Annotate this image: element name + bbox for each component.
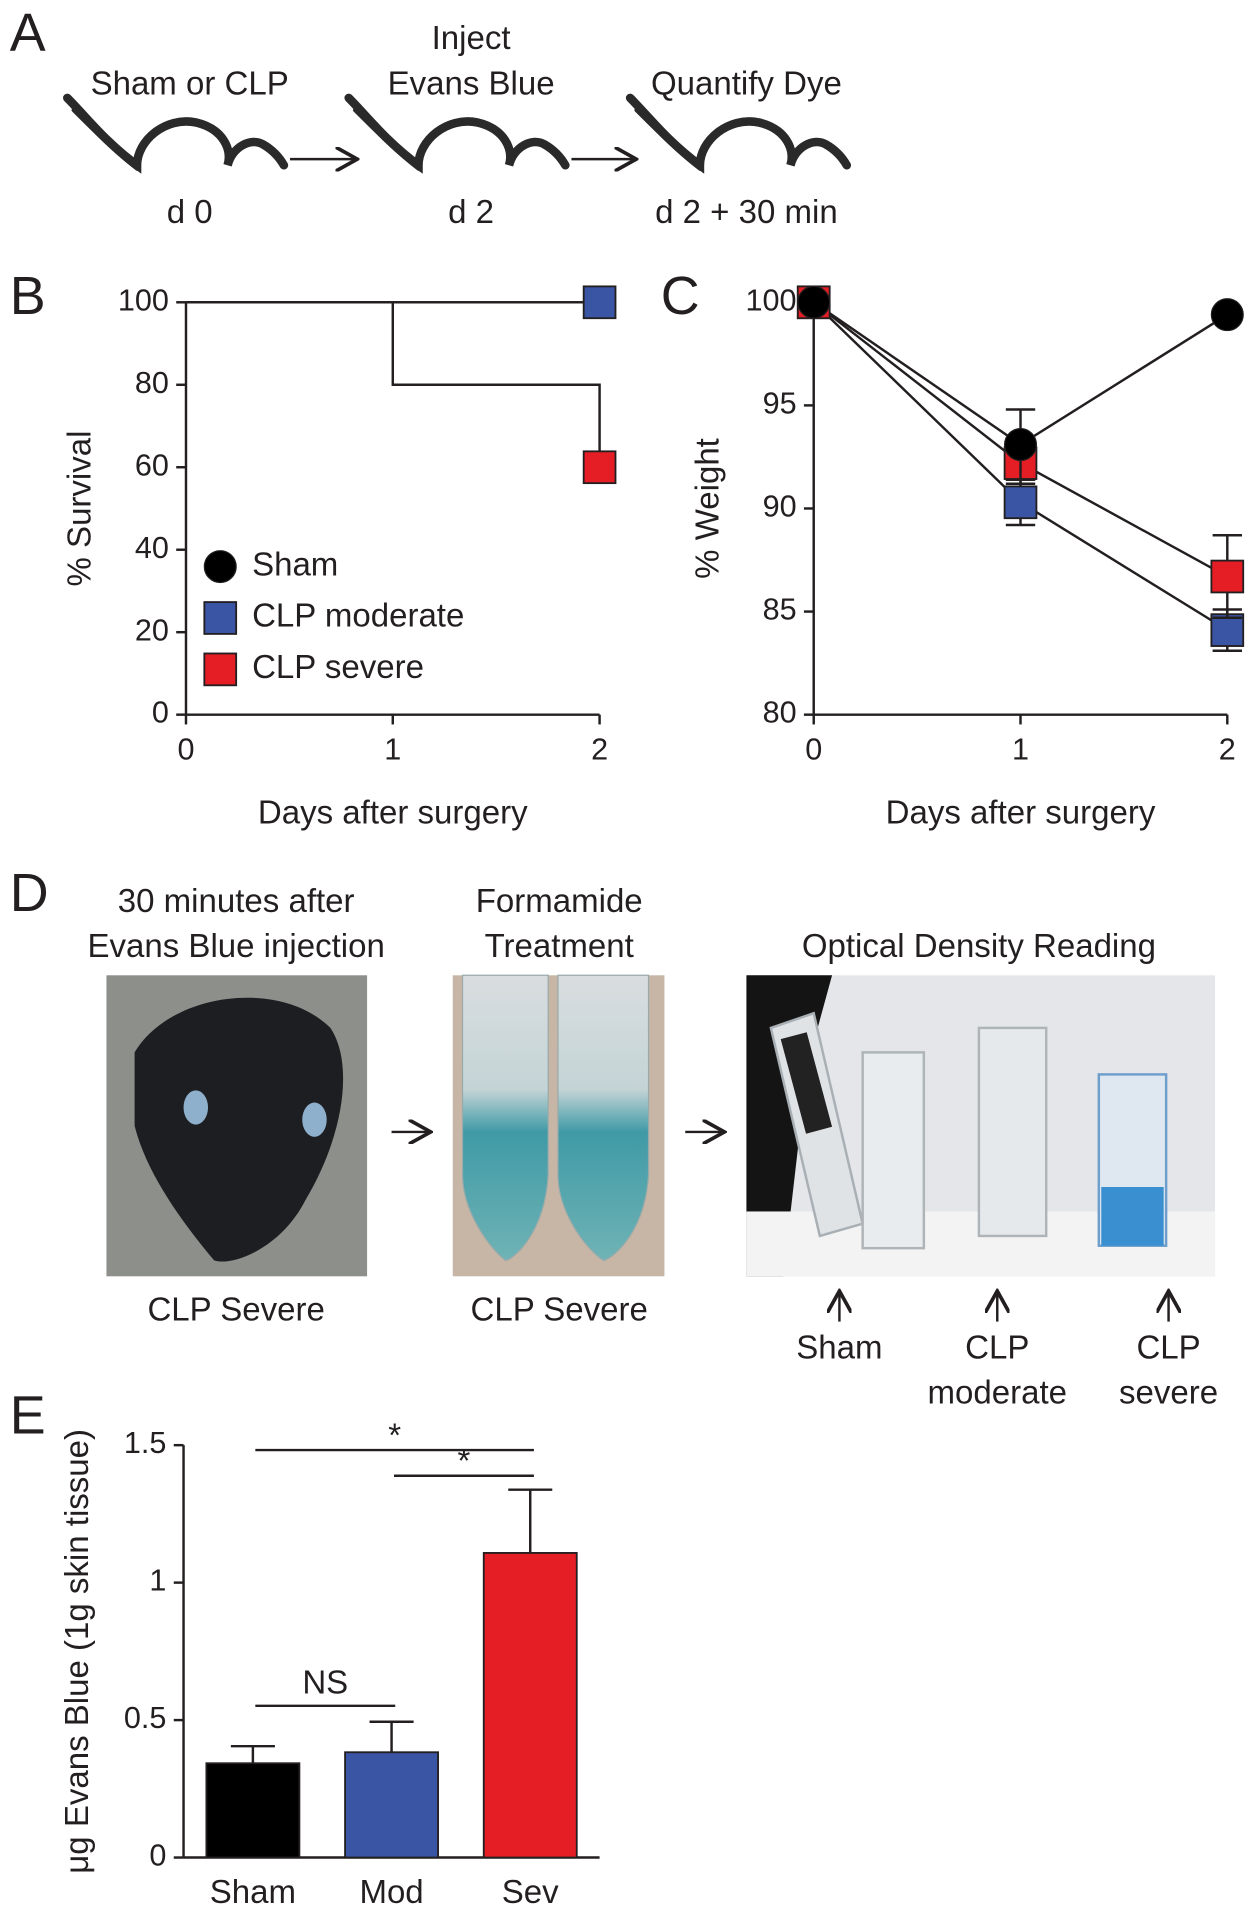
photo-label: CLP Severe bbox=[470, 1291, 647, 1328]
y-tick-label: 1 bbox=[149, 1564, 166, 1598]
y-tick-label: 100 bbox=[118, 283, 169, 317]
y-tick-label: 0.5 bbox=[124, 1701, 167, 1735]
legend-label: Sham bbox=[252, 545, 338, 582]
error-bar bbox=[369, 1720, 414, 1753]
marker bbox=[582, 450, 617, 485]
cuvette-label: CLP bbox=[965, 1328, 1029, 1365]
significance-label: * bbox=[388, 1417, 401, 1454]
x-tick-label: 0 bbox=[805, 732, 822, 766]
photo-caption: Formamide bbox=[476, 882, 643, 919]
y-tick-label: 90 bbox=[763, 490, 797, 524]
y-tick-label: 60 bbox=[135, 448, 169, 482]
error-bar bbox=[508, 1488, 553, 1553]
y-tick-label: 95 bbox=[763, 386, 797, 420]
photo-caption: 30 minutes after bbox=[118, 882, 355, 919]
photo-caption: Optical Density Reading bbox=[802, 927, 1156, 964]
x-tick-label: 2 bbox=[1219, 732, 1236, 766]
x-axis-label: Days after surgery bbox=[886, 794, 1156, 831]
y-tick-label: 80 bbox=[135, 366, 169, 400]
bar bbox=[482, 1552, 578, 1859]
marker bbox=[203, 550, 237, 584]
step-label: Evans Blue bbox=[388, 64, 555, 101]
photos bbox=[106, 974, 1216, 1277]
marker bbox=[1003, 428, 1038, 462]
y-tick-label: 80 bbox=[763, 696, 797, 730]
significance-label: NS bbox=[302, 1664, 348, 1701]
legend-label: CLP moderate bbox=[252, 597, 464, 634]
y-tick-label: 40 bbox=[135, 531, 169, 565]
survival-line bbox=[185, 301, 601, 468]
y-tick-label: 20 bbox=[135, 613, 169, 647]
marker bbox=[1003, 485, 1038, 520]
photo-arrows bbox=[391, 1132, 1169, 1322]
y-axis-label: % Survival bbox=[61, 430, 98, 586]
panel-letter: B bbox=[10, 266, 46, 326]
y-tick-label: 0 bbox=[149, 1839, 166, 1873]
cuvette-label: severe bbox=[1119, 1374, 1218, 1411]
marker bbox=[797, 285, 831, 319]
error-bar bbox=[230, 1744, 275, 1764]
panel-letter: A bbox=[10, 3, 46, 63]
bar bbox=[205, 1762, 301, 1859]
marker bbox=[1210, 559, 1245, 594]
step-day: d 2 + 30 min bbox=[655, 193, 838, 230]
panel-letter: D bbox=[10, 863, 49, 923]
step-day: d 0 bbox=[167, 193, 213, 230]
x-tick-label: Sev bbox=[502, 1873, 559, 1910]
x-tick-label: 1 bbox=[384, 732, 401, 766]
cuvette-label: Sham bbox=[796, 1328, 882, 1365]
y-axis-label: % Weight bbox=[688, 438, 725, 579]
x-tick-label: Sham bbox=[210, 1873, 296, 1910]
panel-letter: C bbox=[661, 266, 700, 326]
step-label: Sham or CLP bbox=[91, 64, 289, 101]
cuvette-label: moderate bbox=[928, 1374, 1067, 1411]
marker bbox=[1210, 298, 1244, 332]
step-label: Quantify Dye bbox=[651, 64, 842, 101]
panel-letter: E bbox=[10, 1386, 46, 1446]
y-tick-label: 85 bbox=[763, 593, 797, 627]
bar bbox=[344, 1751, 439, 1859]
mouse-drawings bbox=[63, 98, 846, 174]
y-tick-label: 100 bbox=[746, 283, 797, 317]
x-tick-label: Mod bbox=[359, 1873, 423, 1910]
step-label: Inject bbox=[432, 19, 511, 56]
photo-caption: Evans Blue injection bbox=[87, 927, 384, 964]
legend-label: CLP severe bbox=[252, 648, 424, 685]
marker bbox=[203, 652, 238, 687]
marker bbox=[1210, 613, 1245, 647]
photo-label: CLP Severe bbox=[147, 1291, 324, 1328]
marker bbox=[203, 601, 238, 635]
significance-label: * bbox=[458, 1442, 471, 1479]
x-tick-label: 1 bbox=[1012, 732, 1029, 766]
photo-caption: Treatment bbox=[485, 927, 634, 964]
cuvette-label: CLP bbox=[1136, 1328, 1200, 1365]
x-axis-label: Days after surgery bbox=[258, 794, 528, 831]
marker bbox=[582, 285, 617, 320]
y-tick-label: 0 bbox=[152, 696, 169, 730]
x-tick-label: 2 bbox=[591, 732, 608, 766]
x-tick-label: 0 bbox=[177, 732, 194, 766]
y-tick-label: 1.5 bbox=[124, 1426, 167, 1460]
step-day: d 2 bbox=[448, 193, 494, 230]
y-axis-label: μg Evans Blue (1g skin tissue) bbox=[58, 1429, 95, 1874]
